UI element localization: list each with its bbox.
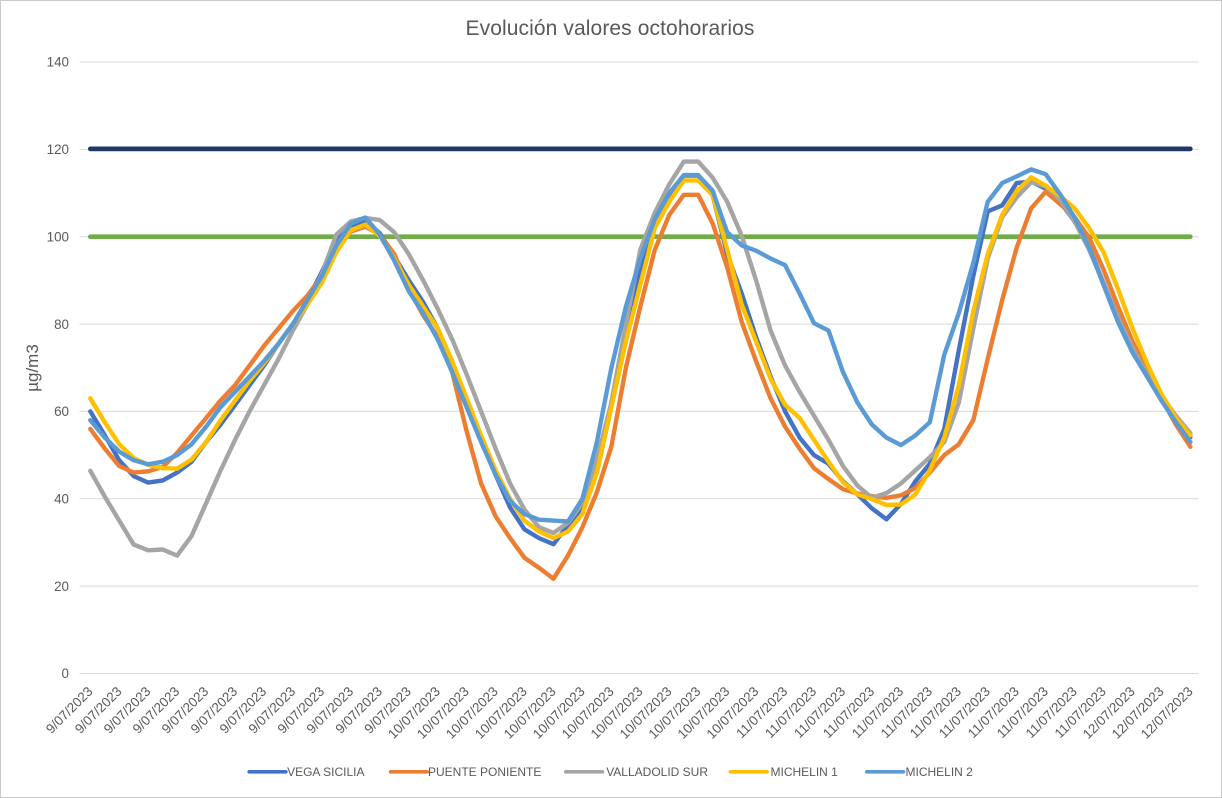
svg-text:40: 40 [54, 492, 69, 507]
svg-text:140: 140 [47, 55, 69, 70]
svg-text:100: 100 [47, 229, 69, 244]
svg-text:0: 0 [62, 666, 69, 681]
svg-text:VALLADOLID SUR: VALLADOLID SUR [606, 765, 708, 779]
svg-text:80: 80 [54, 317, 69, 332]
svg-text:MICHELIN 2: MICHELIN 2 [906, 765, 974, 779]
svg-text:60: 60 [54, 404, 69, 419]
svg-text:20: 20 [54, 579, 69, 594]
svg-text:Evolución valores octohorarios: Evolución valores octohorarios [466, 17, 755, 40]
svg-text:MICHELIN 1: MICHELIN 1 [771, 765, 839, 779]
svg-text:µg/m3: µg/m3 [23, 344, 42, 392]
svg-text:VEGA SICILIA: VEGA SICILIA [287, 765, 364, 779]
svg-text:PUENTE PONIENTE: PUENTE PONIENTE [428, 765, 541, 779]
svg-text:120: 120 [47, 142, 69, 157]
